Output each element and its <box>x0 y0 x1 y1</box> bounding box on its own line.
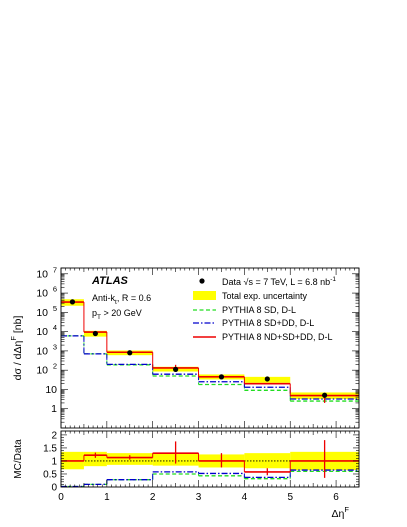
pt-cut-annotation: pT > 20 GeV <box>92 308 142 321</box>
y-tick-label: 10 <box>45 384 57 396</box>
ratio-y-tick-label: 1 <box>51 456 57 467</box>
y-axis-label: dσ / dΔηF [nb] <box>9 316 24 381</box>
y-tick-label: 10 <box>36 365 48 377</box>
y-tick-label-exponent: 5 <box>53 304 57 313</box>
y-tick-label-exponent: 4 <box>53 323 57 332</box>
ratio-y-tick-label: 1.5 <box>43 443 57 454</box>
y-tick-label-exponent: 6 <box>53 285 57 294</box>
data-point <box>69 299 76 305</box>
legend-band-label: Total exp. uncertainty <box>222 291 308 301</box>
legend-series-1-label: PYTHIA 8 SD, D-L <box>222 305 296 315</box>
y-tick-label-exponent: 3 <box>53 342 57 351</box>
y-tick-label: 10 <box>36 326 48 338</box>
ratio-frame <box>60 430 360 488</box>
main-panel: 1 10 10 2 10 3 10 4 10 5 10 6 10 7 dσ / dΔηF [nb] ATLAS… <box>9 265 360 429</box>
x-tick-label: 1 <box>104 492 110 503</box>
ratio-y-tick-label: 0.5 <box>43 469 57 480</box>
legend-band-swatch <box>193 291 216 300</box>
ratio-band-bin <box>244 453 291 469</box>
x-tick-label: 5 <box>287 492 293 503</box>
y-tick-label: 10 <box>36 268 48 280</box>
atlas-label: ATLAS <box>91 275 129 287</box>
ratio-y-tick-label: 0 <box>51 483 57 494</box>
y-tick-label: 10 <box>36 345 48 357</box>
x-tick-label: 4 <box>242 492 248 503</box>
ratio-y-axis-label: MC/Data <box>13 439 24 479</box>
y-tick-label-exponent: 7 <box>53 265 57 274</box>
data-point <box>92 330 98 337</box>
x-tick-label: 0 <box>58 492 64 503</box>
legend-data-marker <box>199 278 205 284</box>
data-point <box>322 392 328 398</box>
data-point <box>127 350 133 356</box>
x-tick-label: 3 <box>196 492 202 503</box>
data-point <box>173 366 179 372</box>
data-point <box>264 376 270 382</box>
main-plot-area <box>61 299 359 403</box>
legend-data-label: Data √s = 7 TeV, L = 6.8 nb-1 <box>222 276 336 287</box>
x-axis-label: ΔηF <box>332 505 350 520</box>
legend-series-2-label: PYTHIA 8 SD+DD, D-L <box>222 318 314 328</box>
x-tick-label: 2 <box>150 492 156 503</box>
y-tick-label: 1 <box>51 403 57 415</box>
legend-series-3-label: PYTHIA 8 ND+SD+DD, D-L <box>222 332 333 342</box>
data-point <box>218 374 225 380</box>
main-frame <box>60 267 360 429</box>
y-tick-label: 10 <box>36 307 48 319</box>
x-tick-label: 6 <box>333 492 339 503</box>
y-tick-label: 10 <box>36 288 48 300</box>
jet-algorithm-annotation: Anti-kt, R = 0.6 <box>92 293 151 306</box>
ratio-y-tick-label: 2 <box>51 430 57 441</box>
ratio-plot-area <box>61 440 359 487</box>
ratio-panel: 0 0.5 1 1.5 2 0 1 2 3 4 5 6 MC/Data ΔηF <box>13 430 360 520</box>
y-tick-label-exponent: 2 <box>53 362 57 371</box>
